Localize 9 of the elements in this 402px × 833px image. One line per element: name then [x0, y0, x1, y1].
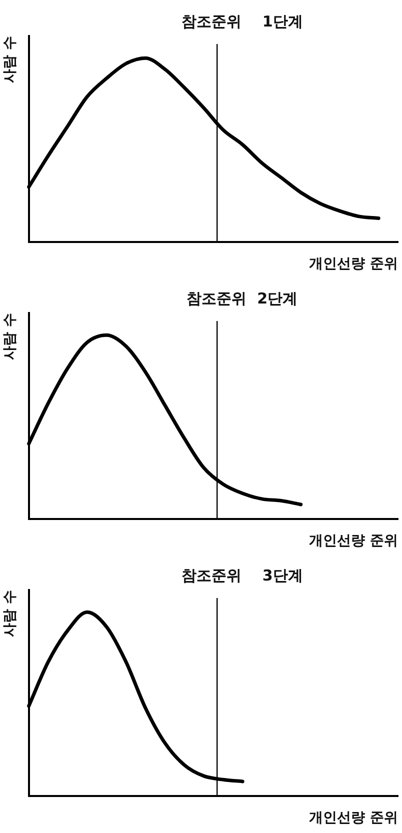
chart-title: 참조준위 3단계	[181, 566, 303, 584]
x-axis-title: 개인선량 준위	[309, 533, 398, 550]
y-axis-title: 사람 수	[2, 590, 18, 637]
y-axis-title: 사람 수	[2, 36, 18, 83]
chart-title: 참조준위 2단계	[186, 289, 298, 308]
chart-title: 참조준위 1단계	[181, 12, 303, 30]
x-axis-title: 개인선량 준위	[309, 256, 398, 272]
x-axis-title: 개인선량 준위	[309, 810, 398, 826]
y-axis-title: 사람 수	[2, 313, 18, 360]
